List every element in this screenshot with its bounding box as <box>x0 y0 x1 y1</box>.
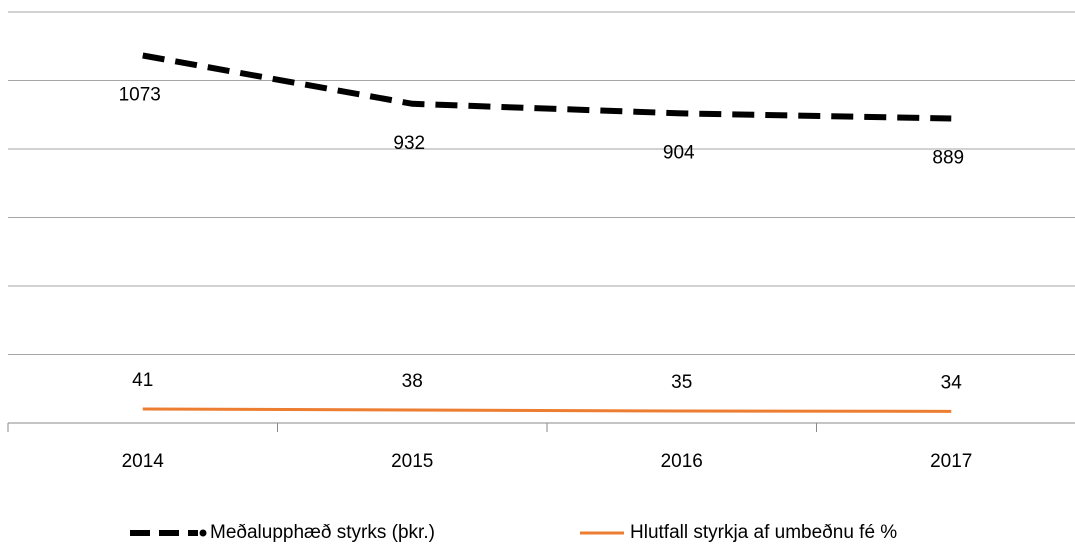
data-label: 904 <box>663 142 695 163</box>
data-label: 34 <box>941 372 963 393</box>
data-label: 889 <box>932 148 964 169</box>
dashed-line <box>142 52 952 122</box>
x-tick-label: 2017 <box>930 451 972 472</box>
data-label: 35 <box>671 372 692 393</box>
x-tick-label: 2014 <box>122 451 165 472</box>
data-label: 41 <box>132 370 153 391</box>
data-label: 38 <box>402 371 423 392</box>
data-label: 1073 <box>119 85 161 106</box>
legend-label: Hlutfall styrkja af umbeðnu fé % <box>630 522 897 543</box>
x-tick-label: 2015 <box>391 451 433 472</box>
legend-label: Meðalupphæð styrks (þkr.) <box>210 522 435 543</box>
line <box>142 407 952 413</box>
data-label: 932 <box>393 133 425 154</box>
x-tick-label: 2016 <box>661 451 703 472</box>
legend-marker <box>199 529 207 537</box>
